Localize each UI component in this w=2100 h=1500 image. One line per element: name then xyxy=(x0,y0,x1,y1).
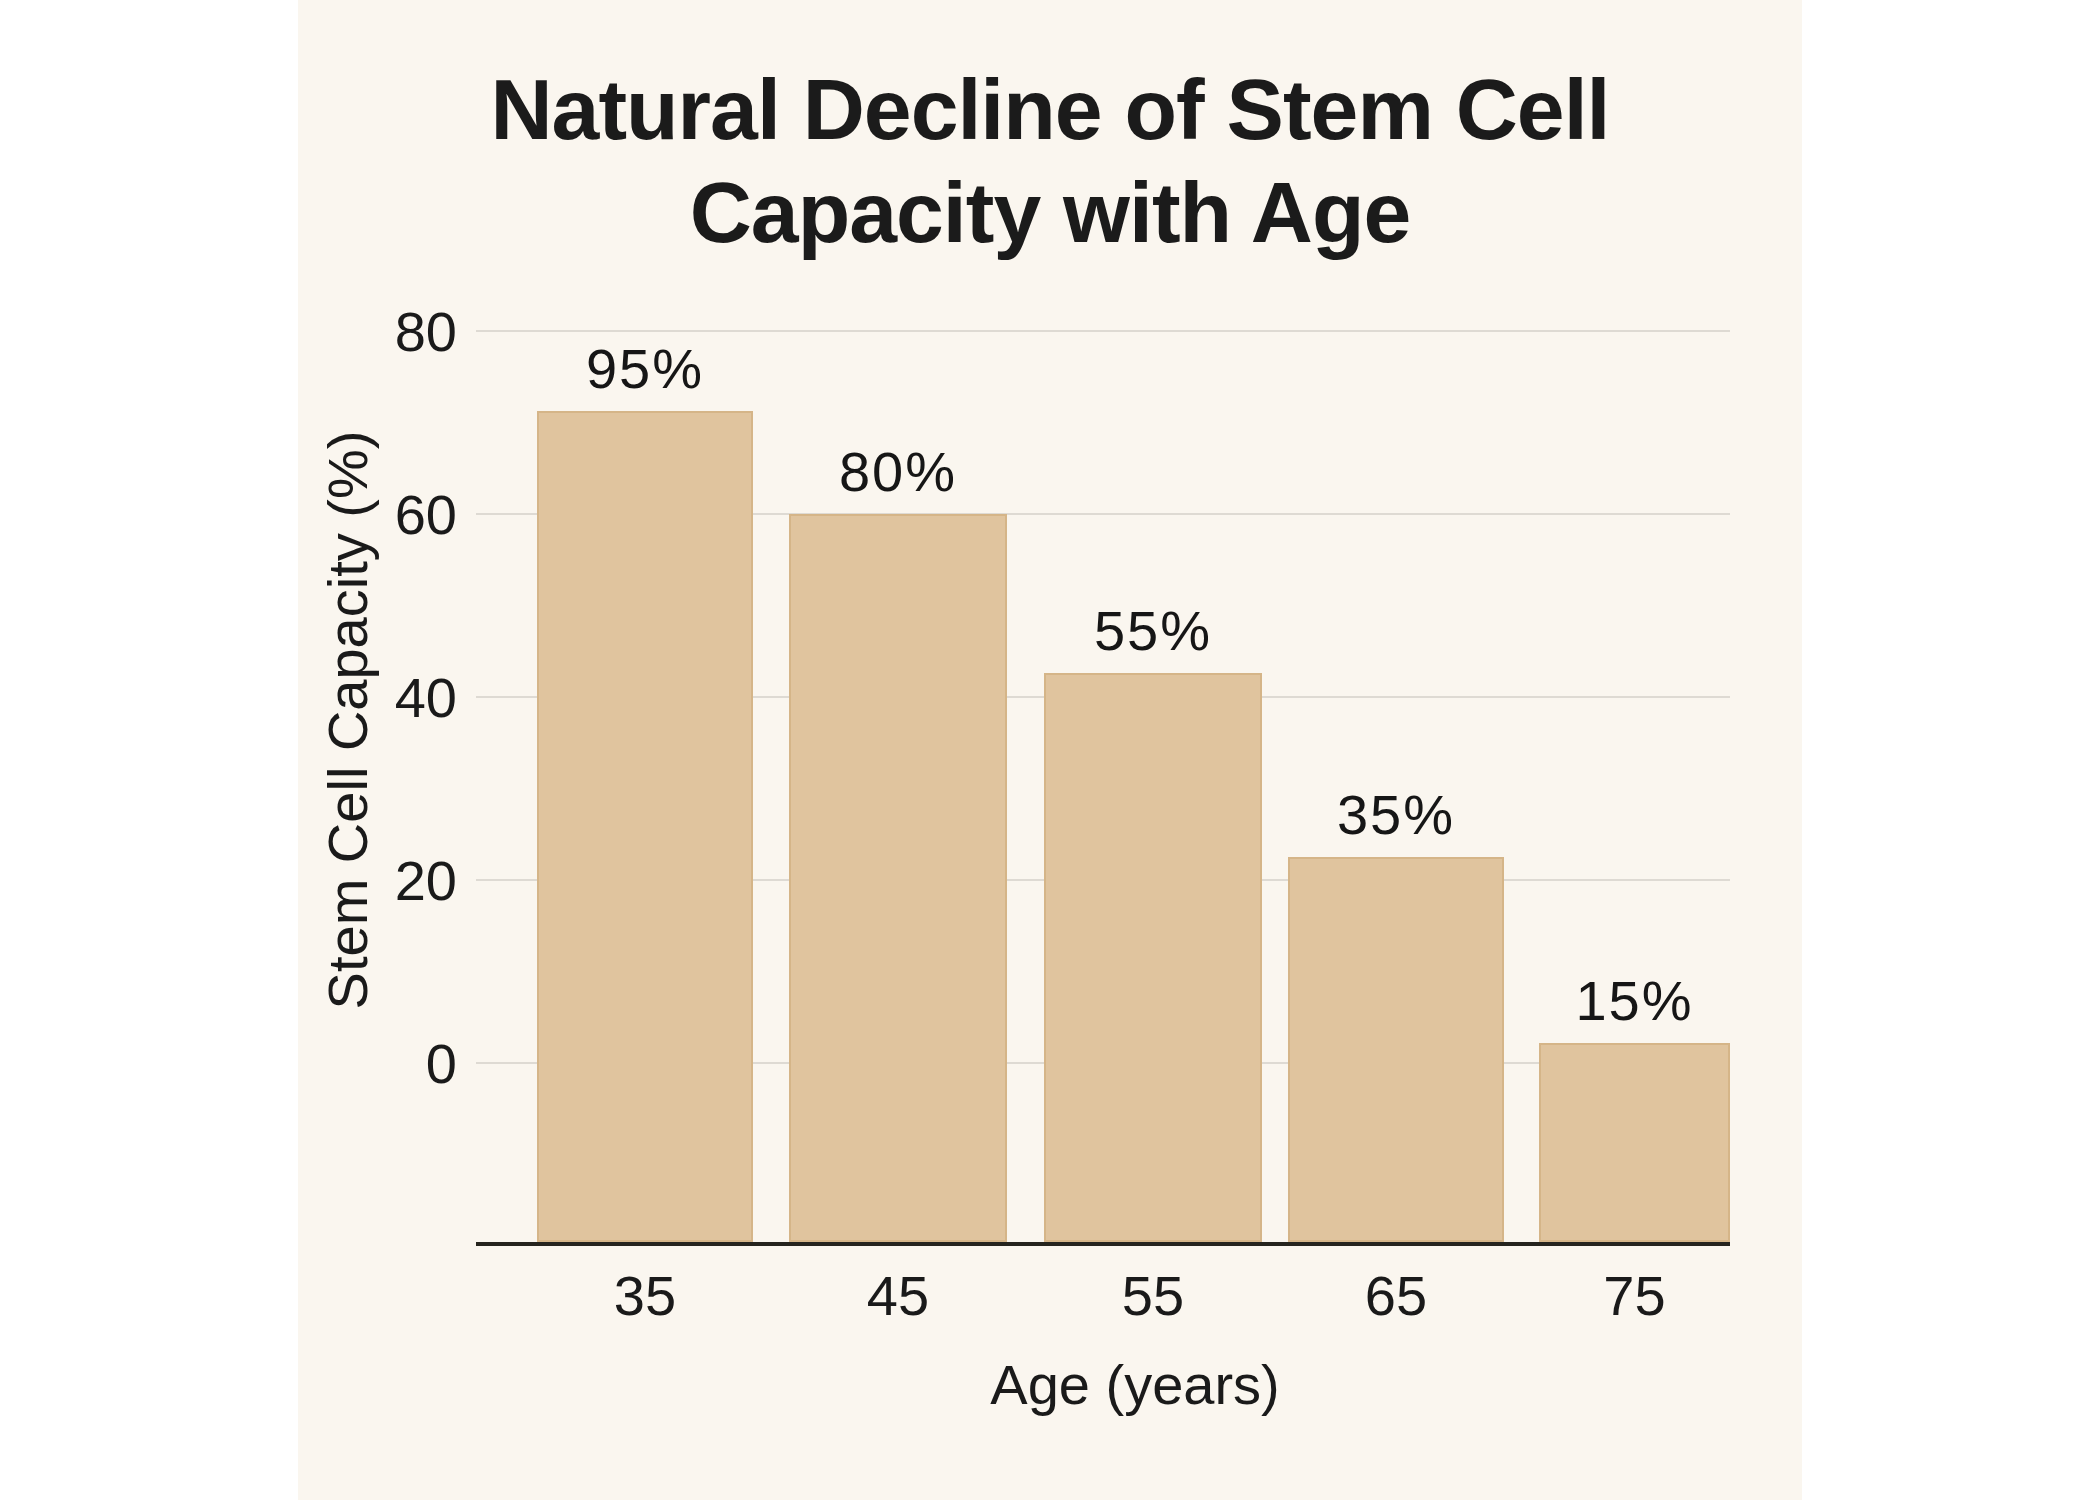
chart-title: Natural Decline of Stem Cell Capacity wi… xyxy=(298,58,1802,264)
bar-value-label-65: 35% xyxy=(1337,782,1455,847)
page: Natural Decline of Stem Cell Capacity wi… xyxy=(0,0,2100,1500)
bar-age-75 xyxy=(1539,1043,1730,1242)
gridline-y80 xyxy=(476,330,1730,332)
bar-age-65 xyxy=(1288,857,1504,1242)
chart-title-line2: Capacity with Age xyxy=(298,161,1802,264)
y-tick-label-60: 60 xyxy=(0,482,457,547)
bar-value-label-55: 55% xyxy=(1094,598,1212,663)
x-tick-label-75: 75 xyxy=(1603,1263,1665,1328)
chart-title-line1: Natural Decline of Stem Cell xyxy=(298,58,1802,161)
x-tick-label-65: 65 xyxy=(1365,1263,1427,1328)
x-tick-label-55: 55 xyxy=(1122,1263,1184,1328)
y-tick-label-40: 40 xyxy=(0,665,457,730)
y-tick-label-0: 0 xyxy=(0,1031,457,1096)
x-tick-label-35: 35 xyxy=(614,1263,676,1328)
y-tick-label-80: 80 xyxy=(0,299,457,364)
x-axis-line xyxy=(476,1242,1730,1246)
bar-value-label-35: 95% xyxy=(586,336,704,401)
y-tick-label-20: 20 xyxy=(0,848,457,913)
x-tick-label-45: 45 xyxy=(867,1263,929,1328)
bar-age-55 xyxy=(1044,673,1262,1242)
bar-value-label-45: 80% xyxy=(839,439,957,504)
bar-age-35 xyxy=(537,411,753,1242)
bar-age-45 xyxy=(789,514,1007,1242)
x-axis-title: Age (years) xyxy=(990,1352,1279,1417)
bar-value-label-75: 15% xyxy=(1575,968,1693,1033)
